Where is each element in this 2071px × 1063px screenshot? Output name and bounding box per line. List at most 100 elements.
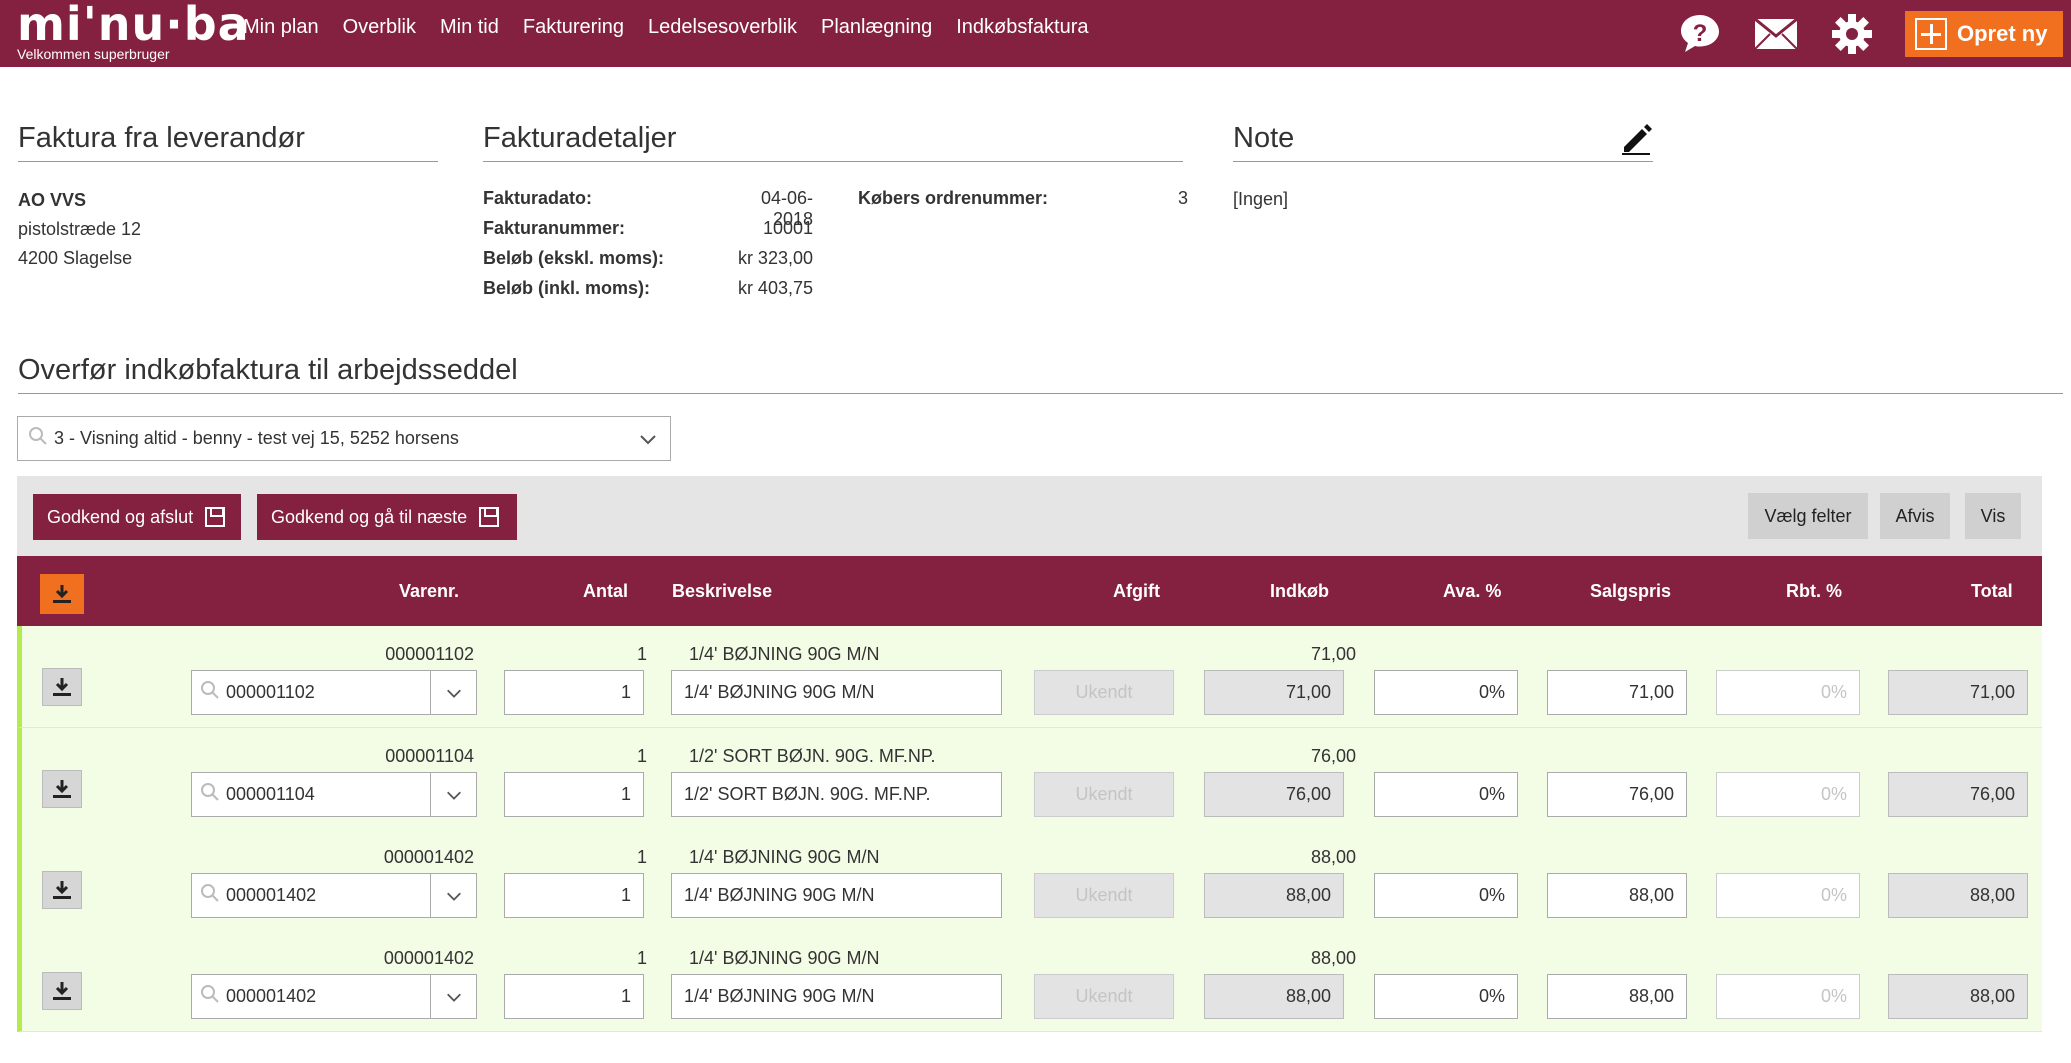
nav-ledelsesoverblik[interactable]: Ledelsesoverblik: [648, 16, 798, 38]
ava-input[interactable]: 0%: [1374, 873, 1518, 918]
nav-fakturering[interactable]: Fakturering: [522, 16, 625, 38]
salgspris-input[interactable]: 88,00: [1547, 873, 1687, 918]
orig-antal: 1: [636, 847, 647, 867]
order-number-label: Købers ordrenummer:: [858, 188, 1049, 208]
beskrivelse-input[interactable]: 1/4' BØJNING 90G M/N: [671, 974, 1002, 1019]
orig-varenr: 000001402: [383, 948, 474, 968]
chevron-down-icon[interactable]: [430, 874, 476, 917]
col-total: Total: [1971, 581, 2013, 601]
indkob-input: 76,00: [1204, 772, 1344, 817]
nav-overblik[interactable]: Overblik: [342, 16, 416, 38]
varenr-select[interactable]: 000001104: [191, 772, 477, 817]
ava-input[interactable]: 0%: [1374, 772, 1518, 817]
col-beskrivelse: Beskrivelse: [672, 581, 773, 601]
indkob-input: 71,00: [1204, 670, 1344, 715]
afgift-input: Ukendt: [1034, 873, 1174, 918]
rbt-input[interactable]: 0%: [1716, 974, 1860, 1019]
worksheet-select[interactable]: 3 - Visning altid - benny - test vej 15,…: [17, 416, 671, 461]
nav-min-tid[interactable]: Min tid: [439, 16, 499, 38]
approve-next-button[interactable]: Godkend og gå til næste: [257, 494, 517, 540]
nav-min-plan[interactable]: Min plan: [243, 16, 319, 38]
search-icon: [200, 782, 220, 807]
col-antal: Antal: [583, 581, 628, 601]
download-all-icon[interactable]: [40, 574, 84, 614]
antal-input[interactable]: 1: [504, 974, 644, 1019]
varenr-select[interactable]: 000001402: [191, 974, 477, 1019]
choose-fields-button[interactable]: Vælg felter: [1748, 493, 1868, 539]
beskrivelse-input[interactable]: 1/4' BØJNING 90G M/N: [671, 670, 1002, 715]
chevron-down-icon: [638, 429, 658, 454]
table-row: 000001402 1 1/4' BØJNING 90G M/N 88,00 0…: [17, 930, 2042, 1032]
orig-beskrivelse: 1/2' SORT BØJN. 90G. MF.NP.: [689, 746, 936, 766]
table-row: 000001102 1 1/4' BØJNING 90G M/N 71,00 0…: [17, 626, 2042, 728]
search-icon: [200, 883, 220, 908]
save-icon: [479, 507, 500, 527]
rbt-input[interactable]: 0%: [1716, 772, 1860, 817]
create-new-button[interactable]: Opret ny: [1905, 10, 2063, 57]
search-icon: [28, 426, 48, 451]
salgspris-input[interactable]: 76,00: [1547, 772, 1687, 817]
action-toolbar: Godkend og afslut Godkend og gå til næst…: [17, 476, 2042, 556]
salgspris-input[interactable]: 71,00: [1547, 670, 1687, 715]
approve-finish-button[interactable]: Godkend og afslut: [33, 494, 241, 540]
varenr-select[interactable]: 000001402: [191, 873, 477, 918]
nav-planlaegning[interactable]: Planlægning: [821, 16, 933, 38]
antal-input[interactable]: 1: [504, 670, 644, 715]
svg-text:?: ?: [1693, 20, 1708, 47]
beskrivelse-input[interactable]: 1/2' SORT BØJN. 90G. MF.NP.: [671, 772, 1002, 817]
amount-incl-label: Beløb (inkl. moms):: [483, 278, 651, 298]
antal-input[interactable]: 1: [504, 873, 644, 918]
col-salgspris: Salgspris: [1590, 581, 1672, 601]
search-icon: [200, 984, 220, 1009]
search-icon: [200, 680, 220, 705]
chevron-down-icon[interactable]: [430, 975, 476, 1018]
welcome-text: Velkommen superbruger: [17, 46, 170, 62]
supplier-city: 4200 Slagelse: [18, 248, 133, 268]
col-afgift: Afgift: [1113, 581, 1160, 601]
transfer-title: Overfør indkøbfaktura til arbejdsseddel: [18, 354, 2063, 394]
supplier-info: AO VVS pistolstræde 12 4200 Slagelse: [18, 186, 141, 273]
total-input: 88,00: [1888, 974, 2028, 1019]
note-value: [Ingen]: [1233, 189, 1289, 209]
afgift-input: Ukendt: [1034, 670, 1174, 715]
reject-button[interactable]: Afvis: [1880, 493, 1950, 539]
worksheet-selected: 3 - Visning altid - benny - test vej 15,…: [54, 428, 459, 448]
chevron-down-icon[interactable]: [430, 773, 476, 816]
logo[interactable]: mi'nu·ba Velkommen superbruger: [17, 1, 250, 62]
salgspris-input[interactable]: 88,00: [1547, 974, 1687, 1019]
edit-note-pencil-icon[interactable]: [1618, 121, 1654, 157]
download-line-icon[interactable]: [42, 668, 82, 706]
orig-antal: 1: [636, 948, 647, 968]
table-row: 000001104 1 1/2' SORT BØJN. 90G. MF.NP. …: [17, 728, 2042, 830]
orig-varenr: 000001402: [383, 847, 474, 867]
rbt-input[interactable]: 0%: [1716, 670, 1860, 715]
varenr-select[interactable]: 000001102: [191, 670, 477, 715]
ava-input[interactable]: 0%: [1374, 974, 1518, 1019]
help-icon[interactable]: ?: [1677, 11, 1723, 57]
invoice-date: 04-06-2018: [760, 188, 813, 229]
total-input: 76,00: [1888, 772, 2028, 817]
rbt-input[interactable]: 0%: [1716, 873, 1860, 918]
afgift-input: Ukendt: [1034, 772, 1174, 817]
varenr-value: 000001402: [226, 885, 317, 905]
amount-incl: kr 403,75: [737, 278, 813, 298]
orig-indkob: 88,00: [1310, 847, 1356, 867]
create-new-label: Opret ny: [1957, 20, 2048, 46]
orig-beskrivelse: 1/4' BØJNING 90G M/N: [689, 948, 880, 968]
mail-icon[interactable]: [1753, 11, 1799, 57]
antal-input[interactable]: 1: [504, 772, 644, 817]
download-line-icon[interactable]: [42, 871, 82, 909]
download-line-icon[interactable]: [42, 770, 82, 808]
save-icon: [205, 507, 226, 527]
invoice-number-label: Fakturanummer:: [483, 218, 626, 238]
varenr-value: 000001104: [226, 784, 315, 804]
nav-indkobsfaktura[interactable]: Indkøbsfaktura: [956, 16, 1089, 38]
chevron-down-icon[interactable]: [430, 671, 476, 714]
gear-icon[interactable]: [1829, 11, 1875, 57]
beskrivelse-input[interactable]: 1/4' BØJNING 90G M/N: [671, 873, 1002, 918]
ava-input[interactable]: 0%: [1374, 670, 1518, 715]
orig-indkob: 71,00: [1310, 644, 1356, 664]
show-button[interactable]: Vis: [1965, 493, 2021, 539]
order-number-row: Købers ordrenummer: 3: [858, 188, 1188, 209]
download-line-icon[interactable]: [42, 972, 82, 1010]
